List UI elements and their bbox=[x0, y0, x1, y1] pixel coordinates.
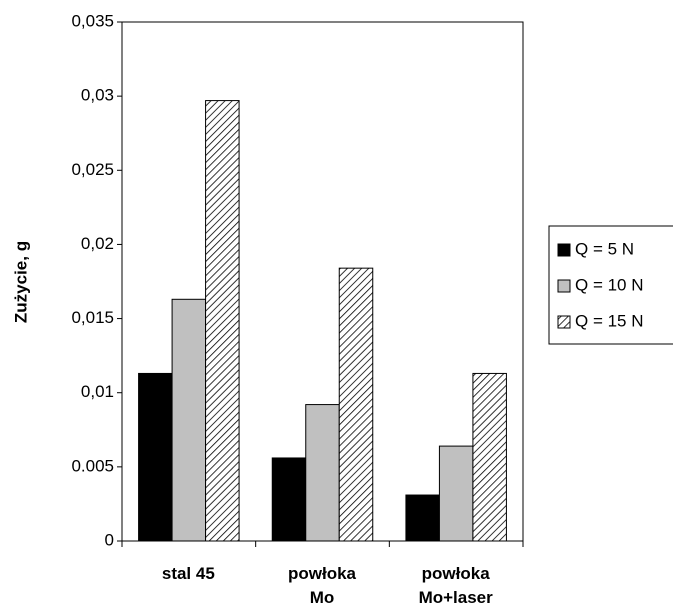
legend-swatch bbox=[557, 279, 571, 293]
y-tick-label: 0,02 bbox=[81, 234, 114, 253]
y-tick-label: 0.005 bbox=[71, 456, 114, 475]
y-tick-label: 0,03 bbox=[81, 86, 114, 105]
y-tick-label: 0,025 bbox=[71, 160, 114, 179]
bar bbox=[271, 457, 307, 542]
bar bbox=[205, 100, 240, 542]
x-tick-label: powłoka Mo+laser bbox=[418, 564, 493, 607]
bar bbox=[472, 372, 507, 542]
x-tick-label: stal 45 bbox=[161, 564, 215, 583]
legend-label: Q = 15 N bbox=[575, 311, 644, 330]
legend-label: Q = 10 N bbox=[575, 275, 644, 294]
y-tick-label: 0,015 bbox=[71, 308, 114, 327]
legend-swatch bbox=[557, 243, 571, 257]
y-tick-label: 0 bbox=[105, 530, 114, 549]
legend-label: Q = 5 N bbox=[575, 239, 634, 258]
legend-swatch bbox=[557, 315, 571, 329]
y-tick-label: 0,01 bbox=[81, 382, 114, 401]
y-axis-label: Zużycie, g bbox=[11, 241, 30, 323]
y-tick-label: 0,035 bbox=[71, 11, 114, 30]
bar bbox=[438, 445, 474, 542]
bar bbox=[138, 372, 173, 542]
bar bbox=[405, 494, 440, 542]
bar bbox=[171, 298, 207, 542]
bar bbox=[338, 267, 374, 542]
x-tick-label: powłoka Mo bbox=[287, 564, 356, 607]
bar bbox=[305, 404, 340, 542]
